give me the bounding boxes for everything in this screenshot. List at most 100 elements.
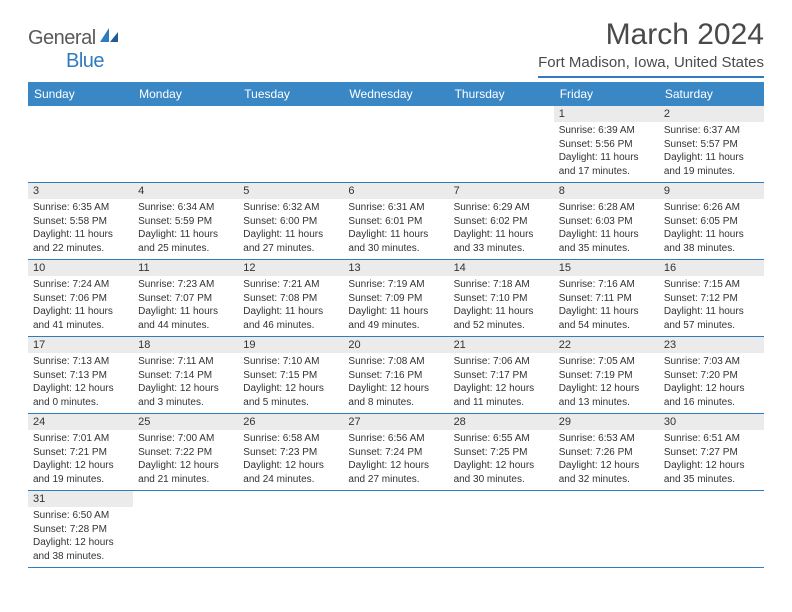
day-details: Sunrise: 7:05 AMSunset: 7:19 PMDaylight:… (554, 353, 659, 413)
calendar-cell: 2Sunrise: 6:37 AMSunset: 5:57 PMDaylight… (659, 106, 764, 183)
day-details: Sunrise: 6:56 AMSunset: 7:24 PMDaylight:… (343, 430, 448, 490)
day-number: 22 (554, 337, 659, 353)
day-header: Friday (554, 82, 659, 106)
day-number: 8 (554, 183, 659, 199)
day-number: 26 (238, 414, 343, 430)
day-details: Sunrise: 6:34 AMSunset: 5:59 PMDaylight:… (133, 199, 238, 259)
day-number: 24 (28, 414, 133, 430)
day-number: 2 (659, 106, 764, 122)
location: Fort Madison, Iowa, United States (538, 54, 764, 71)
calendar-cell (449, 491, 554, 568)
day-number: 6 (343, 183, 448, 199)
calendar-cell: 23Sunrise: 7:03 AMSunset: 7:20 PMDayligh… (659, 337, 764, 414)
day-number: 18 (133, 337, 238, 353)
day-details: Sunrise: 7:15 AMSunset: 7:12 PMDaylight:… (659, 276, 764, 336)
calendar-row: 31Sunrise: 6:50 AMSunset: 7:28 PMDayligh… (28, 491, 764, 568)
calendar-cell: 31Sunrise: 6:50 AMSunset: 7:28 PMDayligh… (28, 491, 133, 568)
day-details: Sunrise: 7:16 AMSunset: 7:11 PMDaylight:… (554, 276, 659, 336)
calendar-cell: 14Sunrise: 7:18 AMSunset: 7:10 PMDayligh… (449, 260, 554, 337)
day-details: Sunrise: 6:32 AMSunset: 6:00 PMDaylight:… (238, 199, 343, 259)
calendar-cell: 24Sunrise: 7:01 AMSunset: 7:21 PMDayligh… (28, 414, 133, 491)
day-details: Sunrise: 7:11 AMSunset: 7:14 PMDaylight:… (133, 353, 238, 413)
header: GeneralBlue March 2024 Fort Madison, Iow… (28, 18, 764, 78)
calendar-cell: 11Sunrise: 7:23 AMSunset: 7:07 PMDayligh… (133, 260, 238, 337)
day-number: 13 (343, 260, 448, 276)
day-details: Sunrise: 6:28 AMSunset: 6:03 PMDaylight:… (554, 199, 659, 259)
day-details: Sunrise: 6:35 AMSunset: 5:58 PMDaylight:… (28, 199, 133, 259)
day-details: Sunrise: 7:19 AMSunset: 7:09 PMDaylight:… (343, 276, 448, 336)
calendar-cell: 16Sunrise: 7:15 AMSunset: 7:12 PMDayligh… (659, 260, 764, 337)
day-header: Monday (133, 82, 238, 106)
day-number: 1 (554, 106, 659, 122)
day-details: Sunrise: 7:08 AMSunset: 7:16 PMDaylight:… (343, 353, 448, 413)
logo-word-general: General (28, 27, 96, 49)
day-details: Sunrise: 7:06 AMSunset: 7:17 PMDaylight:… (449, 353, 554, 413)
calendar-cell: 26Sunrise: 6:58 AMSunset: 7:23 PMDayligh… (238, 414, 343, 491)
day-number: 10 (28, 260, 133, 276)
calendar-cell (343, 106, 448, 183)
calendar-row: 1Sunrise: 6:39 AMSunset: 5:56 PMDaylight… (28, 106, 764, 183)
day-details: Sunrise: 7:13 AMSunset: 7:13 PMDaylight:… (28, 353, 133, 413)
day-number: 21 (449, 337, 554, 353)
calendar-head: SundayMondayTuesdayWednesdayThursdayFrid… (28, 82, 764, 106)
calendar-cell: 1Sunrise: 6:39 AMSunset: 5:56 PMDaylight… (554, 106, 659, 183)
title-block: March 2024 Fort Madison, Iowa, United St… (538, 18, 764, 78)
calendar-row: 10Sunrise: 7:24 AMSunset: 7:06 PMDayligh… (28, 260, 764, 337)
day-number: 14 (449, 260, 554, 276)
day-details: Sunrise: 6:50 AMSunset: 7:28 PMDaylight:… (28, 507, 133, 567)
day-number: 17 (28, 337, 133, 353)
calendar-cell: 7Sunrise: 6:29 AMSunset: 6:02 PMDaylight… (449, 183, 554, 260)
day-number: 5 (238, 183, 343, 199)
calendar-cell (238, 491, 343, 568)
day-details: Sunrise: 6:29 AMSunset: 6:02 PMDaylight:… (449, 199, 554, 259)
day-details: Sunrise: 7:23 AMSunset: 7:07 PMDaylight:… (133, 276, 238, 336)
day-details: Sunrise: 7:03 AMSunset: 7:20 PMDaylight:… (659, 353, 764, 413)
calendar-cell: 27Sunrise: 6:56 AMSunset: 7:24 PMDayligh… (343, 414, 448, 491)
day-header: Saturday (659, 82, 764, 106)
day-number: 28 (449, 414, 554, 430)
day-header: Wednesday (343, 82, 448, 106)
calendar-cell: 10Sunrise: 7:24 AMSunset: 7:06 PMDayligh… (28, 260, 133, 337)
day-number: 12 (238, 260, 343, 276)
logo-word-blue: Blue (66, 50, 104, 72)
calendar-cell: 5Sunrise: 6:32 AMSunset: 6:00 PMDaylight… (238, 183, 343, 260)
calendar-row: 24Sunrise: 7:01 AMSunset: 7:21 PMDayligh… (28, 414, 764, 491)
day-header: Sunday (28, 82, 133, 106)
sail-icon (98, 26, 120, 50)
day-number: 31 (28, 491, 133, 507)
day-details: Sunrise: 6:58 AMSunset: 7:23 PMDaylight:… (238, 430, 343, 490)
calendar-cell: 13Sunrise: 7:19 AMSunset: 7:09 PMDayligh… (343, 260, 448, 337)
day-number: 19 (238, 337, 343, 353)
day-number: 3 (28, 183, 133, 199)
day-details: Sunrise: 7:01 AMSunset: 7:21 PMDaylight:… (28, 430, 133, 490)
logo-text: GeneralBlue (28, 26, 120, 73)
calendar-cell (238, 106, 343, 183)
calendar-cell: 20Sunrise: 7:08 AMSunset: 7:16 PMDayligh… (343, 337, 448, 414)
calendar-body: 1Sunrise: 6:39 AMSunset: 5:56 PMDaylight… (28, 106, 764, 568)
month-title: March 2024 (538, 18, 764, 52)
day-number: 7 (449, 183, 554, 199)
calendar-cell: 28Sunrise: 6:55 AMSunset: 7:25 PMDayligh… (449, 414, 554, 491)
calendar-cell (449, 106, 554, 183)
calendar-cell (554, 491, 659, 568)
day-number: 29 (554, 414, 659, 430)
calendar-cell: 19Sunrise: 7:10 AMSunset: 7:15 PMDayligh… (238, 337, 343, 414)
calendar-cell: 30Sunrise: 6:51 AMSunset: 7:27 PMDayligh… (659, 414, 764, 491)
calendar-cell: 22Sunrise: 7:05 AMSunset: 7:19 PMDayligh… (554, 337, 659, 414)
day-details: Sunrise: 7:18 AMSunset: 7:10 PMDaylight:… (449, 276, 554, 336)
calendar-cell: 6Sunrise: 6:31 AMSunset: 6:01 PMDaylight… (343, 183, 448, 260)
calendar-table: SundayMondayTuesdayWednesdayThursdayFrid… (28, 82, 764, 568)
day-details: Sunrise: 6:55 AMSunset: 7:25 PMDaylight:… (449, 430, 554, 490)
day-details: Sunrise: 6:51 AMSunset: 7:27 PMDaylight:… (659, 430, 764, 490)
calendar-cell: 21Sunrise: 7:06 AMSunset: 7:17 PMDayligh… (449, 337, 554, 414)
day-number: 9 (659, 183, 764, 199)
day-number: 16 (659, 260, 764, 276)
day-details: Sunrise: 7:10 AMSunset: 7:15 PMDaylight:… (238, 353, 343, 413)
location-underline: Fort Madison, Iowa, United States (538, 54, 764, 78)
calendar-row: 17Sunrise: 7:13 AMSunset: 7:13 PMDayligh… (28, 337, 764, 414)
day-details: Sunrise: 6:37 AMSunset: 5:57 PMDaylight:… (659, 122, 764, 182)
calendar-cell: 18Sunrise: 7:11 AMSunset: 7:14 PMDayligh… (133, 337, 238, 414)
day-details: Sunrise: 6:53 AMSunset: 7:26 PMDaylight:… (554, 430, 659, 490)
calendar-cell: 4Sunrise: 6:34 AMSunset: 5:59 PMDaylight… (133, 183, 238, 260)
day-details: Sunrise: 7:00 AMSunset: 7:22 PMDaylight:… (133, 430, 238, 490)
